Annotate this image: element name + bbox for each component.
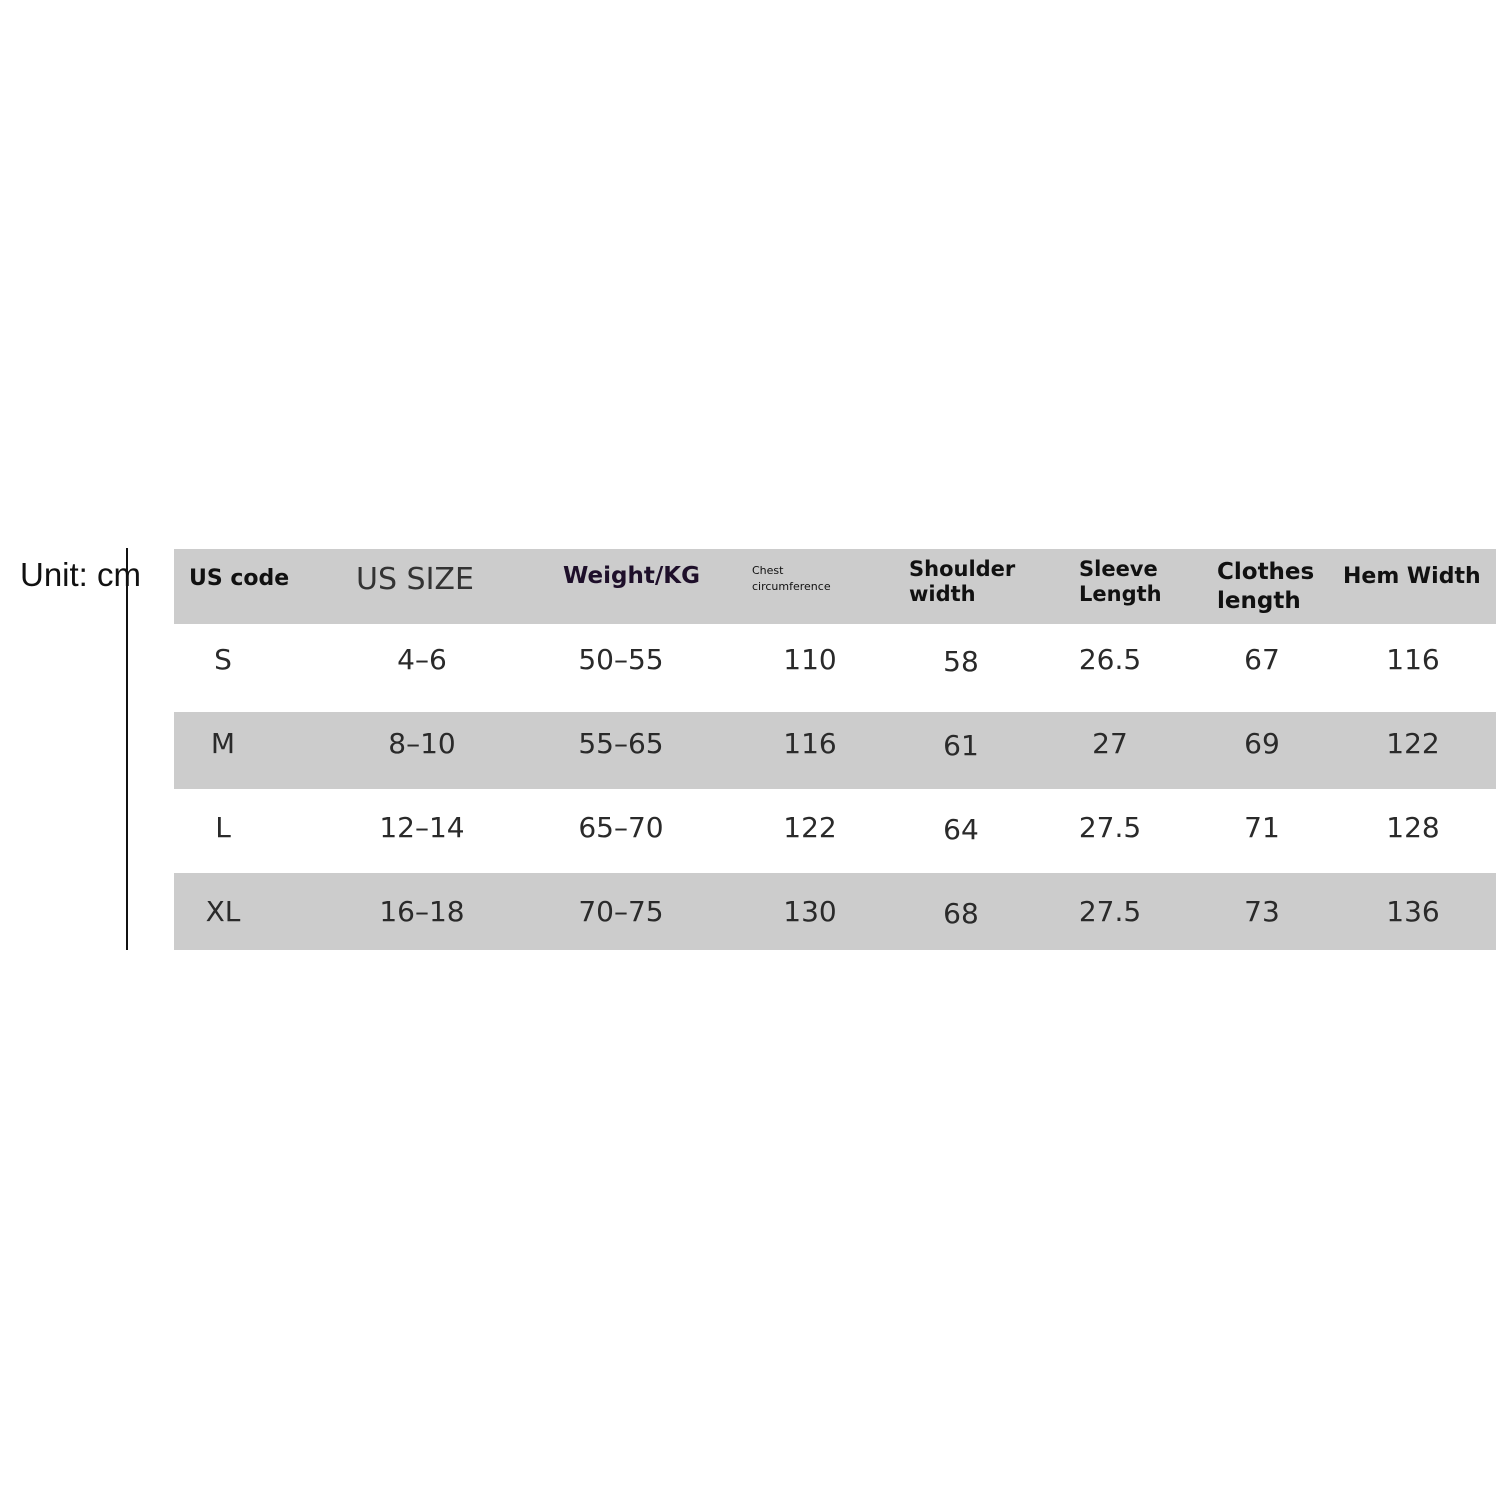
cell-us-size: 4–6: [397, 643, 447, 676]
header-us-code: US code: [189, 566, 290, 591]
cell-shoulder: 61: [943, 729, 979, 762]
cell-chest: 130: [783, 895, 837, 928]
cell-sleeve: 27: [1092, 727, 1128, 760]
cell-hem-width: 136: [1386, 895, 1440, 928]
unit-label: Unit: cm: [20, 556, 142, 593]
header-clothes-length: Clothes length: [1217, 559, 1315, 614]
cell-clothes-length: 69: [1244, 727, 1280, 760]
cell-us-size: 16–18: [379, 895, 465, 928]
cell-us-code: XL: [205, 895, 241, 928]
divider-line: [126, 548, 128, 950]
cell-weight: 65–70: [578, 811, 664, 844]
cell-us-code: M: [210, 727, 236, 760]
cell-sleeve: 27.5: [1078, 895, 1142, 928]
row-band-m: [174, 712, 1496, 789]
header-shoulder: Shoulder width: [909, 557, 1016, 606]
header-hem-width: Hem Width: [1343, 564, 1481, 589]
cell-weight: 50–55: [578, 643, 664, 676]
cell-hem-width: 122: [1386, 727, 1440, 760]
cell-chest: 116: [783, 727, 837, 760]
cell-us-size: 12–14: [379, 811, 465, 844]
header-chest: Chest circumference: [752, 564, 831, 593]
cell-weight: 70–75: [578, 895, 664, 928]
header-row: [174, 549, 1496, 624]
cell-us-code: S: [214, 643, 232, 676]
cell-hem-width: 116: [1386, 643, 1440, 676]
cell-us-code: L: [215, 811, 231, 844]
cell-sleeve: 26.5: [1078, 643, 1142, 676]
cell-clothes-length: 67: [1244, 643, 1280, 676]
cell-clothes-length: 71: [1244, 811, 1280, 844]
cell-weight: 55–65: [578, 727, 664, 760]
cell-clothes-length: 73: [1244, 895, 1280, 928]
cell-shoulder: 64: [943, 813, 979, 846]
cell-chest: 122: [783, 811, 837, 844]
header-us-size: US SIZE: [356, 562, 474, 597]
header-weight: Weight/KG: [563, 563, 700, 589]
cell-hem-width: 128: [1386, 811, 1440, 844]
cell-us-size: 8–10: [388, 727, 456, 760]
cell-chest: 110: [783, 643, 837, 676]
cell-shoulder: 58: [943, 645, 979, 678]
cell-shoulder: 68: [943, 897, 979, 930]
header-sleeve: Sleeve Length: [1079, 557, 1162, 606]
row-band-xl: [174, 873, 1496, 950]
cell-sleeve: 27.5: [1078, 811, 1142, 844]
